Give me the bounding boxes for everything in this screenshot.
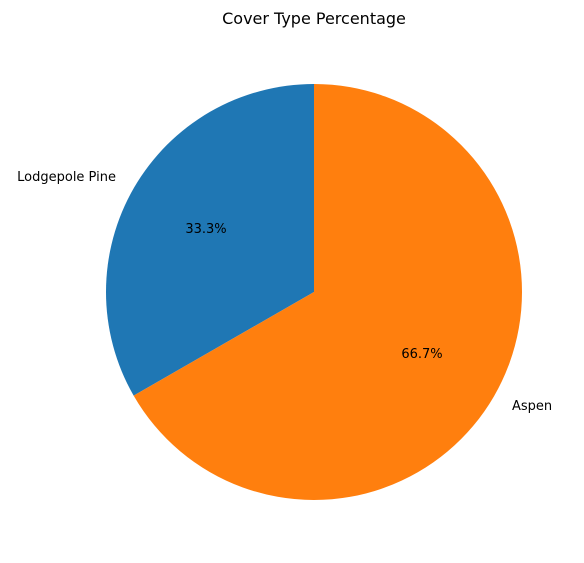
pie-slices (105, 84, 522, 500)
pie-slice-aspen (133, 84, 522, 500)
pie-labels: 33.3% Lodgepole Pine 66.7% Aspen (17, 170, 552, 414)
pie-percent-label-lodgepole-pine: 33.3% (185, 222, 226, 237)
pie-slice-lodgepole-pine (105, 84, 314, 396)
pie-percent-label-aspen: 66.7% (401, 347, 442, 362)
pie-category-label-aspen: Aspen (512, 399, 552, 414)
chart-title: Cover Type Percentage (222, 9, 406, 28)
pie-category-label-lodgepole-pine: Lodgepole Pine (17, 170, 116, 185)
